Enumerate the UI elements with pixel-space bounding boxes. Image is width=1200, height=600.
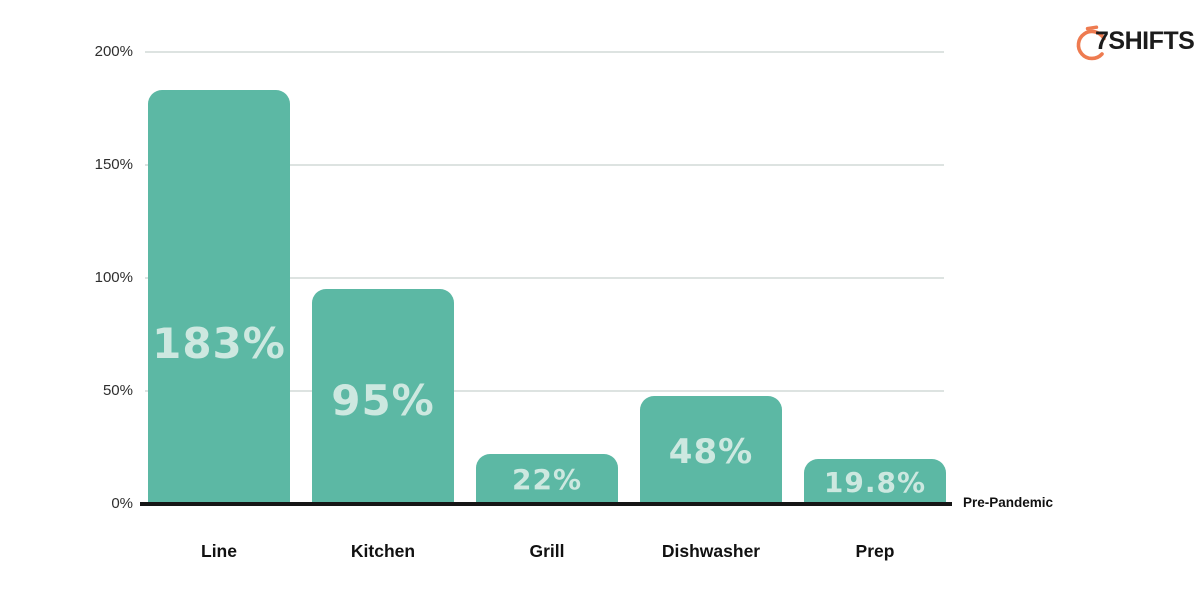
stopwatch-arc bbox=[1076, 29, 1106, 61]
gridline-50 bbox=[145, 390, 944, 392]
bar-line: 183% bbox=[148, 90, 290, 504]
bar-value-label: 22% bbox=[511, 463, 583, 497]
category-label-line: Line bbox=[201, 541, 237, 561]
bar-kitchen: 95% bbox=[312, 289, 454, 504]
logo-text: 7SHIFTS bbox=[1095, 26, 1195, 55]
category-label-prep: Prep bbox=[855, 541, 895, 561]
gridline-100 bbox=[145, 277, 944, 279]
bar-dishwasher: 48% bbox=[640, 395, 782, 504]
logo: 7SHIFTS bbox=[1072, 18, 1195, 62]
bar-value-label: 48% bbox=[668, 431, 754, 472]
bar-value-label: 95% bbox=[331, 375, 435, 425]
category-label-kitchen: Kitchen bbox=[350, 541, 416, 561]
y-axis-tick-label: 50% bbox=[102, 382, 133, 399]
gridline-200 bbox=[145, 51, 944, 53]
bar-grill: 22% bbox=[476, 454, 618, 504]
y-axis-tick-label: 100% bbox=[94, 269, 133, 286]
stopwatch-icon bbox=[1076, 25, 1106, 61]
bar-value-label: 183% bbox=[152, 319, 286, 368]
baseline-annotation: Pre-Pandemic bbox=[963, 495, 1054, 510]
stopwatch-crown bbox=[1085, 25, 1099, 31]
bar-prep: 19.8% bbox=[804, 459, 946, 504]
y-axis-tick-label: 200% bbox=[94, 43, 133, 60]
category-label-dishwasher: Dishwasher bbox=[661, 541, 761, 561]
gridline-150 bbox=[145, 164, 944, 166]
category-label-grill: Grill bbox=[529, 541, 565, 561]
x-axis-line bbox=[140, 502, 952, 506]
y-axis-tick-label: 0% bbox=[111, 495, 133, 512]
y-axis-tick-label: 150% bbox=[94, 156, 133, 173]
bar-value-label: 19.8% bbox=[823, 465, 927, 499]
